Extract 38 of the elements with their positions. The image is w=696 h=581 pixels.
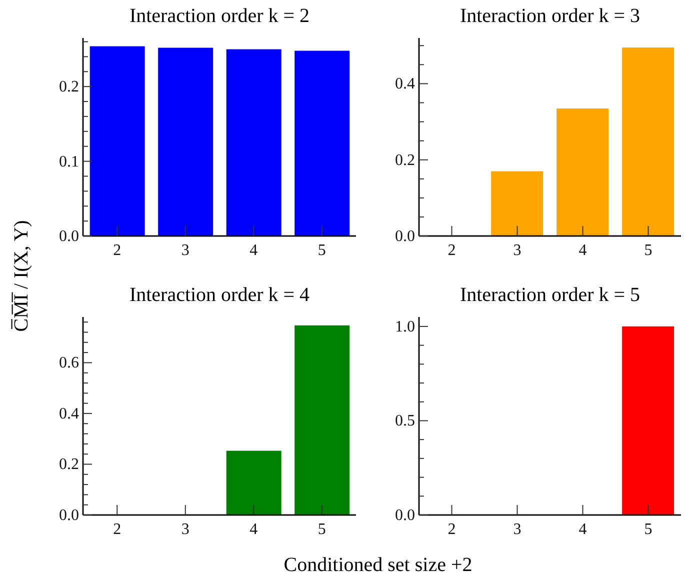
- y-tick-label: 0.1: [59, 153, 79, 170]
- x-tick-label: 5: [318, 242, 326, 259]
- x-tick-label: 3: [181, 242, 190, 259]
- y-tick-label: 0.2: [59, 456, 79, 474]
- x-tick-label: 4: [250, 521, 258, 538]
- x-tick-label: 3: [513, 242, 522, 259]
- y-tick-label: 0.2: [59, 78, 79, 96]
- x-tick-label: 4: [578, 521, 587, 538]
- chart-title: Interaction order k = 5: [458, 284, 642, 307]
- chart-title: Interaction order k = 3: [458, 5, 642, 28]
- y-tick-label: 0.2: [395, 152, 415, 169]
- chart-title: Interaction order k = 2: [128, 5, 311, 28]
- bar: [491, 171, 544, 236]
- x-axis-title: Conditioned set size +2: [282, 554, 474, 577]
- y-tick-label: 0.0: [395, 507, 415, 524]
- y-tick-label: 1.0: [395, 318, 415, 336]
- x-tick-label: 2: [113, 521, 122, 538]
- y-tick-label: 0.4: [395, 76, 415, 93]
- x-tick-label: 4: [250, 242, 258, 259]
- x-tick-label: 5: [318, 521, 326, 538]
- x-tick-label: 5: [644, 521, 652, 538]
- x-tick-label: 5: [644, 242, 652, 259]
- x-tick-label: 2: [113, 242, 122, 259]
- x-tick-label: 3: [181, 521, 190, 538]
- bar: [622, 48, 674, 236]
- y-tick-label: 0.0: [59, 507, 79, 524]
- x-tick-label: 3: [513, 521, 522, 538]
- y-tick-label: 0.4: [59, 405, 79, 422]
- y-tick-label: 0.0: [59, 228, 79, 245]
- y-axis-title: C̅M̅I̅ / I(X, Y): [10, 220, 34, 332]
- x-tick-label: 2: [448, 521, 456, 538]
- chart-title: Interaction order k = 4: [128, 284, 311, 307]
- bar: [556, 108, 609, 236]
- y-tick-label: 0.6: [59, 354, 79, 372]
- x-tick-label: 4: [578, 242, 587, 259]
- y-tick-label: 0.0: [395, 228, 415, 245]
- x-tick-label: 2: [448, 242, 456, 259]
- y-tick-label: 0.5: [395, 412, 415, 430]
